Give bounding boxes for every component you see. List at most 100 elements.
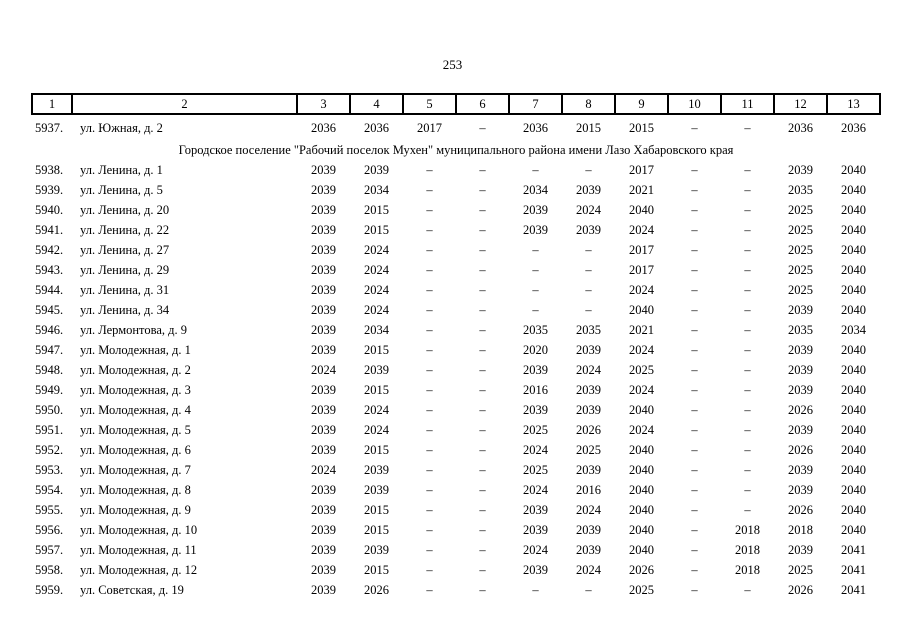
table-row: 5948. ул. Молодежная, д. 2 2024 2039 – – 2039 2…: [32, 360, 880, 380]
row-number: 5947.: [35, 342, 64, 357]
year-cell: 2026: [629, 562, 654, 577]
year-cell: –: [479, 202, 486, 217]
year-cell: 2040: [841, 422, 866, 437]
year-cell: 2039: [364, 462, 389, 477]
address: ул. Ленина, д. 31: [80, 282, 170, 297]
year-cell: 2039: [576, 382, 601, 397]
year-cell: –: [585, 302, 592, 317]
year-cell: 2034: [364, 182, 389, 197]
table-row: 5940. ул. Ленина, д. 20 2039 2015 – – 2039 2024…: [32, 200, 880, 220]
year-cell: –: [479, 442, 486, 457]
year-cell: 2040: [629, 302, 654, 317]
year-cell: –: [744, 422, 751, 437]
year-cell: –: [691, 382, 698, 397]
year-cell: 2039: [311, 382, 336, 397]
address: ул. Молодежная, д. 8: [80, 482, 191, 497]
year-cell: –: [744, 202, 751, 217]
year-cell: 2039: [788, 422, 813, 437]
year-cell: –: [744, 322, 751, 337]
year-cell: 2039: [311, 282, 336, 297]
year-cell: 2040: [629, 462, 654, 477]
year-cell: 2024: [629, 342, 654, 357]
year-cell: 2040: [629, 482, 654, 497]
year-cell: 2039: [364, 162, 389, 177]
year-cell: 2034: [523, 182, 548, 197]
table-row: 5937. ул. Южная, д. 2 2036 2036 2017 – 2036 201…: [32, 114, 880, 141]
table-header: 1 2 3 4 5 6 7 8 9 10 11 12 13: [31, 93, 881, 115]
year-cell: 2036: [788, 120, 813, 135]
row-number: 5943.: [35, 262, 64, 277]
year-cell: –: [744, 302, 751, 317]
year-cell: –: [691, 482, 698, 497]
year-cell: 2040: [629, 522, 654, 537]
year-cell: 2039: [576, 222, 601, 237]
year-cell: –: [532, 262, 539, 277]
column-header-12: 12: [773, 93, 828, 115]
year-cell: 2039: [311, 222, 336, 237]
year-cell: –: [479, 362, 486, 377]
year-cell: –: [585, 242, 592, 257]
address: ул. Южная, д. 2: [80, 120, 163, 135]
year-cell: –: [691, 582, 698, 597]
year-cell: –: [744, 502, 751, 517]
year-cell: 2040: [841, 182, 866, 197]
year-cell: –: [479, 542, 486, 557]
year-cell: 2016: [576, 482, 601, 497]
year-cell: –: [744, 182, 751, 197]
year-cell: 2015: [364, 562, 389, 577]
year-cell: –: [744, 442, 751, 457]
address: ул. Ленина, д. 20: [80, 202, 170, 217]
year-cell: 2039: [311, 442, 336, 457]
year-cell: 2025: [788, 282, 813, 297]
table-row: 5941. ул. Ленина, д. 22 2039 2015 – – 2039 2039…: [32, 220, 880, 240]
year-cell: 2039: [576, 402, 601, 417]
table-row: 5943. ул. Ленина, д. 29 2039 2024 – – – – 2017 – –…: [32, 260, 880, 280]
year-cell: 2025: [523, 462, 548, 477]
year-cell: 2039: [788, 362, 813, 377]
year-cell: 2026: [364, 582, 389, 597]
column-header-4: 4: [349, 93, 404, 115]
year-cell: –: [479, 402, 486, 417]
table-row: 5952. ул. Молодежная, д. 6 2039 2015 – – 2024 2…: [32, 440, 880, 460]
year-cell: 2039: [311, 342, 336, 357]
column-header-5: 5: [402, 93, 457, 115]
year-cell: –: [479, 242, 486, 257]
table-row: 5947. ул. Молодежная, д. 1 2039 2015 – – 2020 2…: [32, 340, 880, 360]
row-number: 5938.: [35, 162, 64, 177]
year-cell: 2040: [629, 402, 654, 417]
year-cell: 2039: [364, 482, 389, 497]
year-cell: 2025: [629, 582, 654, 597]
year-cell: –: [691, 322, 698, 337]
year-cell: –: [744, 120, 751, 135]
year-cell: 2039: [788, 542, 813, 557]
year-cell: 2039: [523, 362, 548, 377]
row-number: 5953.: [35, 462, 64, 477]
year-cell: –: [479, 502, 486, 517]
year-cell: 2039: [311, 242, 336, 257]
year-cell: –: [426, 582, 433, 597]
year-cell: –: [479, 522, 486, 537]
year-cell: 2024: [364, 422, 389, 437]
year-cell: –: [691, 282, 698, 297]
year-cell: –: [479, 382, 486, 397]
year-cell: 2017: [417, 120, 442, 135]
row-number: 5958.: [35, 562, 64, 577]
year-cell: 2025: [788, 262, 813, 277]
column-header-10: 10: [667, 93, 722, 115]
table-row: 5959. ул. Советская, д. 19 2039 2026 – – – – 202…: [32, 580, 880, 600]
row-number: 5937.: [35, 120, 64, 135]
year-cell: –: [426, 522, 433, 537]
address: ул. Ленина, д. 5: [80, 182, 163, 197]
column-header-6: 6: [455, 93, 510, 115]
address: ул. Молодежная, д. 5: [80, 422, 191, 437]
year-cell: 2039: [311, 542, 336, 557]
year-cell: –: [532, 302, 539, 317]
year-cell: 2040: [629, 202, 654, 217]
table-row: 5951. ул. Молодежная, д. 5 2039 2024 – – 2025 2…: [32, 420, 880, 440]
year-cell: 2017: [629, 162, 654, 177]
column-header-3: 3: [296, 93, 351, 115]
year-cell: 2015: [364, 342, 389, 357]
year-cell: 2039: [523, 222, 548, 237]
year-cell: –: [479, 322, 486, 337]
table-row: 5956. ул. Молодежная, д. 10 2039 2015 – – 2039…: [32, 520, 880, 540]
